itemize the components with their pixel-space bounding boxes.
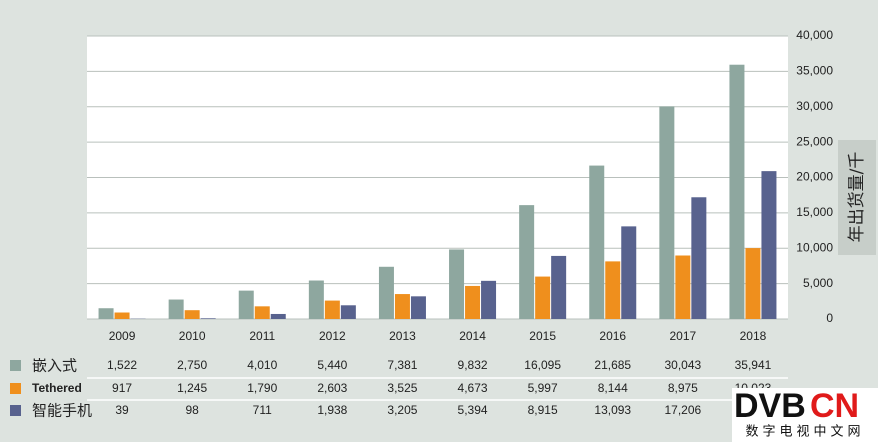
- y-tick-label: 15,000: [796, 205, 833, 219]
- table-value: 4,010: [247, 358, 277, 372]
- bar: [745, 248, 761, 319]
- bar: [535, 276, 551, 319]
- x-tick-label: 2011: [249, 329, 275, 343]
- table-value: 3,205: [387, 403, 417, 417]
- bar: [659, 106, 675, 320]
- legend-label: 嵌入式: [32, 357, 77, 375]
- bar: [378, 266, 394, 319]
- table-value: 7,381: [387, 358, 417, 372]
- table-value: 9,832: [458, 358, 488, 372]
- y-tick-label: 10,000: [796, 240, 833, 254]
- bar: [691, 197, 707, 319]
- legend-swatch: [10, 405, 21, 416]
- x-tick-label: 2009: [109, 329, 136, 343]
- x-tick-label: 2013: [389, 329, 416, 343]
- bar: [200, 318, 216, 319]
- table-value: 1,790: [247, 381, 277, 395]
- table-value: 35,941: [735, 358, 772, 372]
- table-value: 5,997: [528, 381, 558, 395]
- table-value: 917: [112, 381, 132, 395]
- table-value: 8,144: [598, 381, 628, 395]
- x-tick-label: 2014: [459, 329, 486, 343]
- bar: [168, 299, 184, 319]
- table-value: 1,245: [177, 381, 207, 395]
- table-value: 5,440: [317, 358, 347, 372]
- watermark-bg: [732, 388, 878, 442]
- table-value: 39: [115, 403, 129, 417]
- bar: [184, 310, 200, 319]
- x-tick-label: 2012: [319, 329, 346, 343]
- bar: [605, 261, 621, 319]
- bar: [394, 294, 410, 319]
- bar: [254, 306, 270, 319]
- bar: [761, 171, 777, 319]
- table-value: 2,603: [317, 381, 347, 395]
- y-tick-label: 30,000: [796, 99, 833, 113]
- legend-swatch: [10, 360, 21, 371]
- table-value: 1,522: [107, 358, 137, 372]
- bar: [675, 255, 691, 319]
- table-value: 1,938: [317, 403, 347, 417]
- table-value: 13,093: [594, 403, 631, 417]
- bar: [465, 285, 481, 319]
- axis-title-box: [838, 140, 876, 255]
- legend-swatch: [10, 383, 21, 394]
- x-tick-label: 2018: [740, 329, 767, 343]
- x-tick-label: 2010: [179, 329, 206, 343]
- table-value: 711: [253, 403, 272, 417]
- y-tick-label: 40,000: [796, 28, 833, 42]
- table-value: 4,673: [458, 381, 488, 395]
- legend-label: 智能手机: [32, 402, 92, 420]
- table-value: 5,394: [458, 403, 488, 417]
- table-value: 17,206: [664, 403, 701, 417]
- bar: [449, 249, 465, 319]
- bar: [589, 165, 605, 319]
- legend-label: Tethered: [32, 381, 82, 395]
- bar: [340, 305, 356, 319]
- bar: [98, 308, 114, 319]
- bar: [270, 313, 286, 319]
- table-value: 3,525: [387, 381, 417, 395]
- y-tick-label: 5,000: [803, 276, 833, 290]
- watermark-logo: DVB: [734, 387, 806, 425]
- bar: [481, 280, 497, 319]
- y-tick-label: 20,000: [796, 170, 833, 184]
- y-tick-label: 35,000: [796, 64, 833, 78]
- bar: [324, 300, 340, 319]
- bar: [114, 312, 130, 319]
- x-tick-label: 2017: [669, 329, 696, 343]
- y-tick-label: 0: [826, 311, 833, 325]
- table-value: 30,043: [664, 358, 701, 372]
- table-value: 2,750: [177, 358, 207, 372]
- table-value: 8,915: [528, 403, 558, 417]
- marks: 0 5,000 10,000 15,000 20,000 25,000 30,000 35,0…: [10, 28, 833, 420]
- bar: [621, 226, 637, 319]
- y-tick-label: 25,000: [796, 134, 833, 148]
- bar: [308, 280, 324, 319]
- table-value: 8,975: [668, 381, 698, 395]
- x-tick-label: 2016: [599, 329, 626, 343]
- table-value: 21,685: [594, 358, 631, 372]
- bar: [410, 296, 426, 319]
- bar: [519, 205, 535, 319]
- watermark: DVB CN 数字电视中文网: [732, 387, 878, 442]
- table-value: 98: [185, 403, 199, 417]
- bar: [729, 64, 745, 319]
- table-value: 16,095: [524, 358, 561, 372]
- watermark-logo: CN: [810, 387, 859, 425]
- x-tick-label: 2015: [529, 329, 556, 343]
- watermark-subtitle: 数字电视中文网: [745, 425, 864, 440]
- bar: [551, 255, 567, 319]
- y-axis-title: 年出货量/千: [847, 152, 867, 243]
- bar: [238, 290, 254, 319]
